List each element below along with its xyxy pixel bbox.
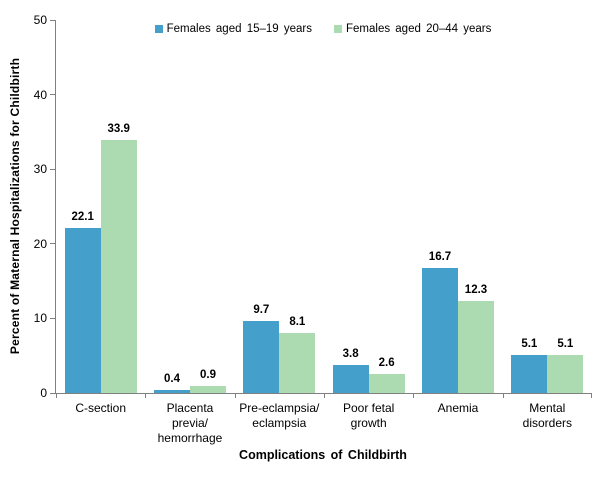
y-axis-tick-label: 20	[33, 236, 47, 251]
legend-swatch-icon	[334, 25, 342, 33]
x-axis-category-label: Poor fetal growth	[342, 401, 395, 430]
x-axis-category-label: Mental disorders	[522, 401, 572, 430]
bar-value-label: 3.8	[342, 348, 359, 360]
bar-poor-fetal-growth-series-1	[368, 374, 405, 393]
bar-placenta-previa-hemorrhage-series-1	[190, 386, 226, 393]
bar-value-label: 0.9	[200, 369, 216, 381]
x-axis-category-label: C-section	[75, 401, 126, 415]
y-axis-tick-label: 0	[40, 386, 47, 400]
bar-value-label: 9.7	[253, 304, 270, 316]
y-axis-tick	[50, 19, 55, 21]
bar-value-label: 12.3	[464, 284, 488, 296]
plot-area: 0 10 20 30 40 50 22.1 0.4 9.7 3.8 16.7 5.1 33.9 0.9 8.…	[34, 13, 592, 445]
bar-value-label: 5.1	[557, 338, 574, 350]
y-axis-tick-label: 10	[33, 311, 47, 326]
bar-anemia-series-0	[422, 268, 458, 393]
x-axis-tick	[324, 393, 325, 398]
y-axis-tick	[50, 94, 55, 96]
bar-value-label: 33.9	[107, 123, 130, 135]
legend-swatch-icon	[154, 25, 163, 33]
y-axis-tick	[50, 168, 55, 170]
y-axis-tick-label: 50	[33, 13, 47, 27]
y-axis-tick	[50, 317, 55, 319]
legend: Females aged 15–19 years Females aged 20–…	[55, 23, 591, 35]
bar-value-label: 0.4	[164, 373, 180, 385]
y-axis-tick	[50, 243, 55, 245]
y-axis-title: Percent of Maternal Hospitalizations for…	[8, 57, 22, 355]
bar-pre-eclampsia-eclampsia-series-1	[279, 333, 316, 393]
bar-pre-eclampsia-eclampsia-series-0	[243, 321, 280, 393]
x-axis-tick	[591, 393, 592, 398]
bar-c-section-series-1	[100, 140, 137, 393]
x-axis-category-label: Anemia	[437, 401, 479, 415]
bar-value-label: 22.1	[71, 211, 94, 223]
x-axis-tick	[56, 393, 57, 398]
bar-value-label: 8.1	[289, 316, 306, 328]
bar-value-label: 2.6	[378, 357, 395, 369]
bar-poor-fetal-growth-series-0	[332, 365, 369, 393]
legend-item: Females aged 15–19 years	[154, 23, 312, 35]
bar-mental-disorders-series-0	[511, 355, 548, 393]
bar-anemia-series-1	[458, 301, 494, 393]
bar-value-label: 16.7	[428, 251, 452, 263]
legend-item: Females aged 20–44 years	[334, 23, 491, 35]
y-axis-tick	[50, 392, 55, 394]
y-axis-tick-label: 30	[33, 162, 47, 177]
x-axis-tick	[413, 393, 415, 398]
bar-c-section-series-0	[64, 228, 101, 393]
legend-label: Females aged 20–44 years	[346, 23, 492, 35]
x-axis-category-label: Placenta previa/ hemorrhage	[157, 401, 223, 445]
y-axis-tick-label: 40	[33, 87, 47, 102]
x-axis-category-label: Pre-eclampsia/ eclampsia	[239, 401, 320, 430]
bar-value-label: 5.1	[521, 338, 538, 350]
x-axis-tick	[234, 393, 236, 398]
bar-mental-disorders-series-1	[547, 355, 584, 393]
x-axis-title: Complications of Childbirth	[239, 448, 407, 462]
legend-label: Females aged 15–19 years	[166, 23, 312, 35]
x-axis-tick	[502, 393, 504, 398]
bar-placenta-previa-hemorrhage-series-0	[154, 390, 190, 393]
x-axis-tick	[145, 393, 147, 398]
